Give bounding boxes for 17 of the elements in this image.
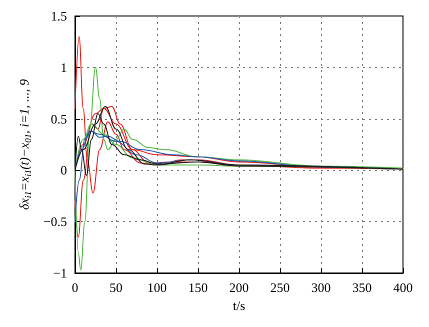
y-tick-label: −0.5 [43, 214, 67, 230]
y-tick-label: 0 [60, 162, 67, 178]
x-tick-label: 350 [352, 280, 372, 295]
y-tick-label: 0.5 [50, 111, 67, 126]
x-axis-title: t/s [232, 298, 246, 313]
x-tick-label: 50 [110, 280, 122, 295]
y-axis-title: δxi1=xi1(t)−x01, i=1, ..., 9 [16, 78, 34, 210]
x-tick-label: 250 [270, 280, 290, 295]
x-tick-label: 150 [188, 280, 208, 295]
y-tick-label: 1.5 [50, 8, 67, 24]
y-tick-label: −1 [53, 266, 67, 280]
y-tick-label: 1 [60, 60, 67, 75]
x-tick-label: 200 [229, 280, 249, 295]
x-tick-label: 400 [393, 280, 413, 295]
x-tick-label: 0 [72, 280, 78, 295]
x-tick-label: 100 [147, 280, 167, 295]
x-tick-label: 300 [311, 280, 331, 295]
